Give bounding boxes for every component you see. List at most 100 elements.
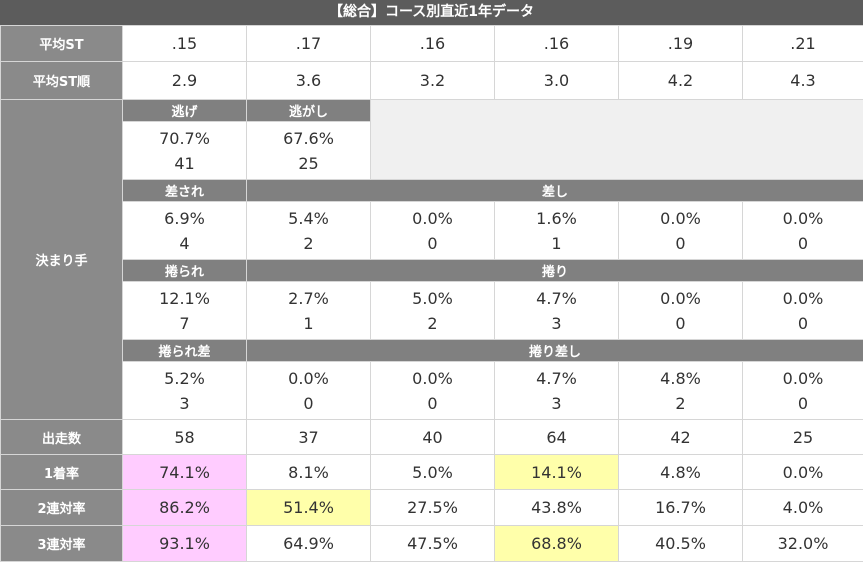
avg-st-label: 平均ST — [1, 26, 123, 62]
makuri-pct: 2.7% — [247, 286, 370, 311]
sashi-cell: 0.0%0 — [743, 202, 863, 260]
nigashi-cell: 67.6% 25 — [247, 122, 371, 180]
avg-st-cell: .16 — [371, 26, 495, 62]
makuri-cell: 4.7%3 — [495, 282, 619, 340]
makuri-cell: 0.0%0 — [743, 282, 863, 340]
nige-cell: 70.7% 41 — [123, 122, 247, 180]
makuri-pct: 0.0% — [743, 286, 863, 311]
empty-area — [371, 100, 863, 180]
top3-rate-cell: 93.1% — [123, 526, 247, 562]
starts-cell: 40 — [371, 420, 495, 455]
makuri-count: 0 — [743, 311, 863, 336]
starts-cell: 64 — [495, 420, 619, 455]
avg-st-rank-cell: 4.3 — [743, 62, 863, 100]
avg-st-rank-cell: 4.2 — [619, 62, 743, 100]
makuri-cell: 5.0%2 — [371, 282, 495, 340]
makuri-header-row: 捲られ 捲り — [1, 260, 863, 282]
avg-st-cell: .15 — [123, 26, 247, 62]
makuri-sashi-header: 捲り差し — [247, 340, 863, 362]
makuri-sashi-cell: 4.8%2 — [619, 362, 743, 420]
course-stats-table: 平均ST .15 .17 .16 .16 .19 .21 平均ST順 2.9 3… — [0, 25, 863, 562]
sashi-count: 0 — [743, 231, 863, 256]
makuri-sashi-pct: 0.0% — [247, 366, 370, 391]
makurare-sashi-header: 捲られ差 — [123, 340, 247, 362]
sashi-header: 差し — [247, 180, 863, 202]
nigashi-count: 25 — [247, 151, 370, 176]
sashi-pct: 0.0% — [743, 206, 863, 231]
sasare-header: 差され — [123, 180, 247, 202]
top2-rate-cell: 86.2% — [123, 490, 247, 526]
top3-rate-cell: 40.5% — [619, 526, 743, 562]
makuri-cell: 2.7%1 — [247, 282, 371, 340]
nige-count: 41 — [123, 151, 246, 176]
makuri-sashi-cell: 5.2%3 — [123, 362, 247, 420]
win-rate-cell: 4.8% — [619, 455, 743, 490]
makuri-sashi-pct: 0.0% — [743, 366, 863, 391]
sashi-pct: 5.4% — [247, 206, 370, 231]
nigashi-pct: 67.6% — [247, 126, 370, 151]
starts-cell: 42 — [619, 420, 743, 455]
makuri-sashi-count: 0 — [371, 391, 494, 416]
top2-rate-label: 2連対率 — [1, 490, 123, 526]
top2-rate-cell: 4.0% — [743, 490, 863, 526]
avg-st-rank-cell: 3.0 — [495, 62, 619, 100]
sashi-pct: 6.9% — [123, 206, 246, 231]
starts-cell: 25 — [743, 420, 863, 455]
top3-rate-row: 3連対率 93.1% 64.9% 47.5% 68.8% 40.5% 32.0% — [1, 526, 863, 562]
sashi-count: 4 — [123, 231, 246, 256]
top3-rate-cell: 47.5% — [371, 526, 495, 562]
avg-st-row: 平均ST .15 .17 .16 .16 .19 .21 — [1, 26, 863, 62]
top3-rate-cell: 64.9% — [247, 526, 371, 562]
makuri-sashi-cell: 0.0%0 — [371, 362, 495, 420]
top3-rate-label: 3連対率 — [1, 526, 123, 562]
makuri-sashi-header-row: 捲られ差 捲り差し — [1, 340, 863, 362]
makuri-values-row: 12.1%7 2.7%1 5.0%2 4.7%3 0.0%0 0.0%0 — [1, 282, 863, 340]
nige-pct: 70.7% — [123, 126, 246, 151]
nigashi-header: 逃がし — [247, 100, 371, 122]
avg-st-cell: .17 — [247, 26, 371, 62]
makuri-sashi-count: 2 — [619, 391, 742, 416]
makuri-sashi-pct: 4.8% — [619, 366, 742, 391]
starts-cell: 37 — [247, 420, 371, 455]
makuri-sashi-count: 0 — [743, 391, 863, 416]
panel-title: 【総合】コース別直近1年データ — [0, 0, 863, 25]
makuri-pct: 0.0% — [619, 286, 742, 311]
sashi-header-row: 差され 差し — [1, 180, 863, 202]
sashi-count: 0 — [619, 231, 742, 256]
makuri-count: 2 — [371, 311, 494, 336]
avg-st-rank-row: 平均ST順 2.9 3.6 3.2 3.0 4.2 4.3 — [1, 62, 863, 100]
makuri-sashi-values-row: 5.2%3 0.0%0 0.0%0 4.7%3 4.8%2 0.0%0 — [1, 362, 863, 420]
makuri-sashi-count: 3 — [123, 391, 246, 416]
top2-rate-cell: 27.5% — [371, 490, 495, 526]
sashi-pct: 0.0% — [619, 206, 742, 231]
top2-rate-cell: 43.8% — [495, 490, 619, 526]
makuri-header: 捲り — [247, 260, 863, 282]
sashi-cell: 0.0%0 — [371, 202, 495, 260]
win-rate-row: 1着率 74.1% 8.1% 5.0% 14.1% 4.8% 0.0% — [1, 455, 863, 490]
win-rate-cell: 74.1% — [123, 455, 247, 490]
win-rate-cell: 8.1% — [247, 455, 371, 490]
makuri-pct: 5.0% — [371, 286, 494, 311]
avg-st-cell: .19 — [619, 26, 743, 62]
starts-cell: 58 — [123, 420, 247, 455]
makurare-header: 捲られ — [123, 260, 247, 282]
makuri-count: 7 — [123, 311, 246, 336]
makuri-pct: 4.7% — [495, 286, 618, 311]
nige-header: 逃げ — [123, 100, 247, 122]
makuri-sashi-pct: 5.2% — [123, 366, 246, 391]
makuri-pct: 12.1% — [123, 286, 246, 311]
makuri-sashi-count: 0 — [247, 391, 370, 416]
win-rate-label: 1着率 — [1, 455, 123, 490]
makuri-sashi-pct: 0.0% — [371, 366, 494, 391]
top3-rate-cell: 68.8% — [495, 526, 619, 562]
sashi-values-row: 6.9%4 5.4%2 0.0%0 1.6%1 0.0%0 0.0%0 — [1, 202, 863, 260]
avg-st-rank-cell: 3.2 — [371, 62, 495, 100]
avg-st-rank-cell: 2.9 — [123, 62, 247, 100]
sashi-count: 0 — [371, 231, 494, 256]
starts-row: 出走数 58 37 40 64 42 25 — [1, 420, 863, 455]
avg-st-rank-cell: 3.6 — [247, 62, 371, 100]
win-rate-cell: 5.0% — [371, 455, 495, 490]
avg-st-cell: .16 — [495, 26, 619, 62]
sashi-count: 2 — [247, 231, 370, 256]
